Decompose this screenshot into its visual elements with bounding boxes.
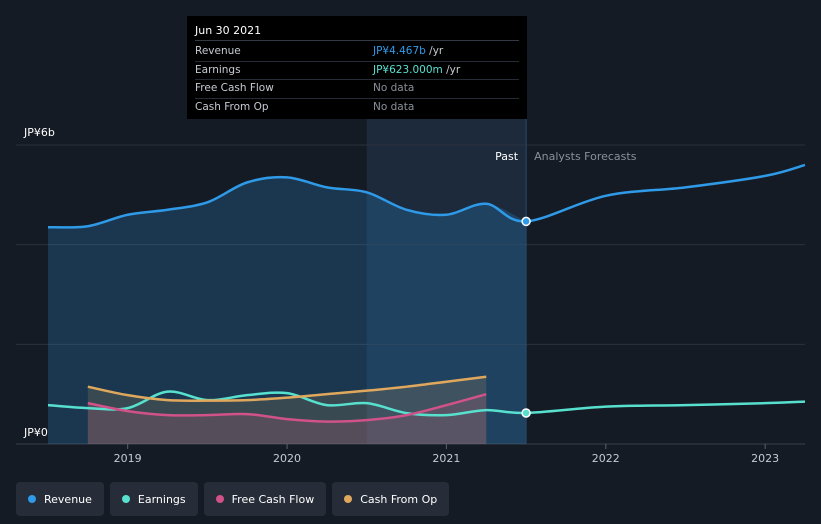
tooltip: Jun 30 2021 Revenue JP¥4.467b /yr Earnin… — [187, 16, 527, 119]
cash-from-op-area — [87, 376, 487, 444]
legend-item-free-cash-flow[interactable]: Free Cash Flow — [203, 482, 327, 516]
x-tick-label: 2019 — [114, 452, 142, 465]
x-tick-label: 2022 — [592, 452, 620, 465]
free-cash-flow-dot-icon — [215, 495, 224, 503]
revenue-dot-icon — [28, 495, 36, 503]
tooltip-value: JP¥4.467b — [373, 45, 426, 57]
legend-item-revenue[interactable]: Revenue — [16, 482, 104, 516]
tooltip-value: No data — [373, 82, 415, 94]
free-cash-flow-line — [87, 392, 487, 423]
x-axis-ticks: 2019 2020 2021 2022 2023 — [114, 444, 779, 465]
tooltip-label: Free Cash Flow — [195, 82, 274, 94]
legend-label: Revenue — [44, 492, 92, 506]
legend-label: Earnings — [137, 492, 186, 506]
earnings-marker — [521, 408, 531, 418]
tooltip-row-earnings: Earnings JP¥623.000m /yr — [195, 62, 519, 80]
tooltip-label: Cash From Op — [195, 100, 269, 113]
tooltip-unit: /yr — [425, 45, 444, 57]
tooltip-value: No data — [373, 100, 415, 113]
x-tick-label: 2023 — [751, 452, 779, 465]
tooltip-row-fcf: Free Cash Flow No data — [195, 80, 519, 99]
tooltip-row-cfo: Cash From Op No data — [195, 99, 519, 117]
legend-item-cash-from-op[interactable]: Cash From Op — [332, 482, 450, 516]
past-label: Past — [495, 150, 519, 163]
earnings-dot-icon — [121, 495, 130, 503]
tooltip-label: Earnings — [195, 63, 241, 76]
cash-from-op-dot-icon — [344, 495, 353, 503]
tooltip-row-revenue: Revenue JP¥4.467b /yr — [195, 43, 519, 62]
earnings-line — [47, 390, 806, 417]
revenue-area — [48, 177, 527, 444]
y-tick-label-top: JP¥6b — [23, 126, 55, 139]
tooltip-label: Revenue — [195, 45, 241, 57]
revenue-line — [47, 163, 806, 229]
cash-from-op-line — [87, 375, 487, 402]
legend-label: Free Cash Flow — [231, 492, 315, 506]
tooltip-date: Jun 30 2021 — [195, 22, 519, 41]
free-cash-flow-area — [87, 394, 487, 444]
legend: Revenue Earnings Free Cash Flow Cash Fro… — [16, 482, 450, 516]
forecast-label: Analysts Forecasts — [534, 150, 637, 163]
legend-label: Cash From Op — [360, 492, 438, 506]
y-tick-label-bottom: JP¥0 — [23, 426, 48, 439]
tooltip-unit: /yr — [442, 63, 461, 76]
series-areas — [48, 177, 527, 444]
revenue-marker — [521, 216, 531, 227]
legend-item-earnings[interactable]: Earnings — [109, 482, 198, 516]
highlight-markers — [521, 216, 531, 418]
past-period-shade — [366, 118, 527, 444]
x-tick-label: 2021 — [432, 452, 460, 465]
tooltip-value: JP¥623.000m — [373, 63, 443, 76]
x-tick-label: 2020 — [273, 452, 301, 465]
series-lines — [47, 163, 806, 423]
gridlines — [16, 144, 805, 445]
